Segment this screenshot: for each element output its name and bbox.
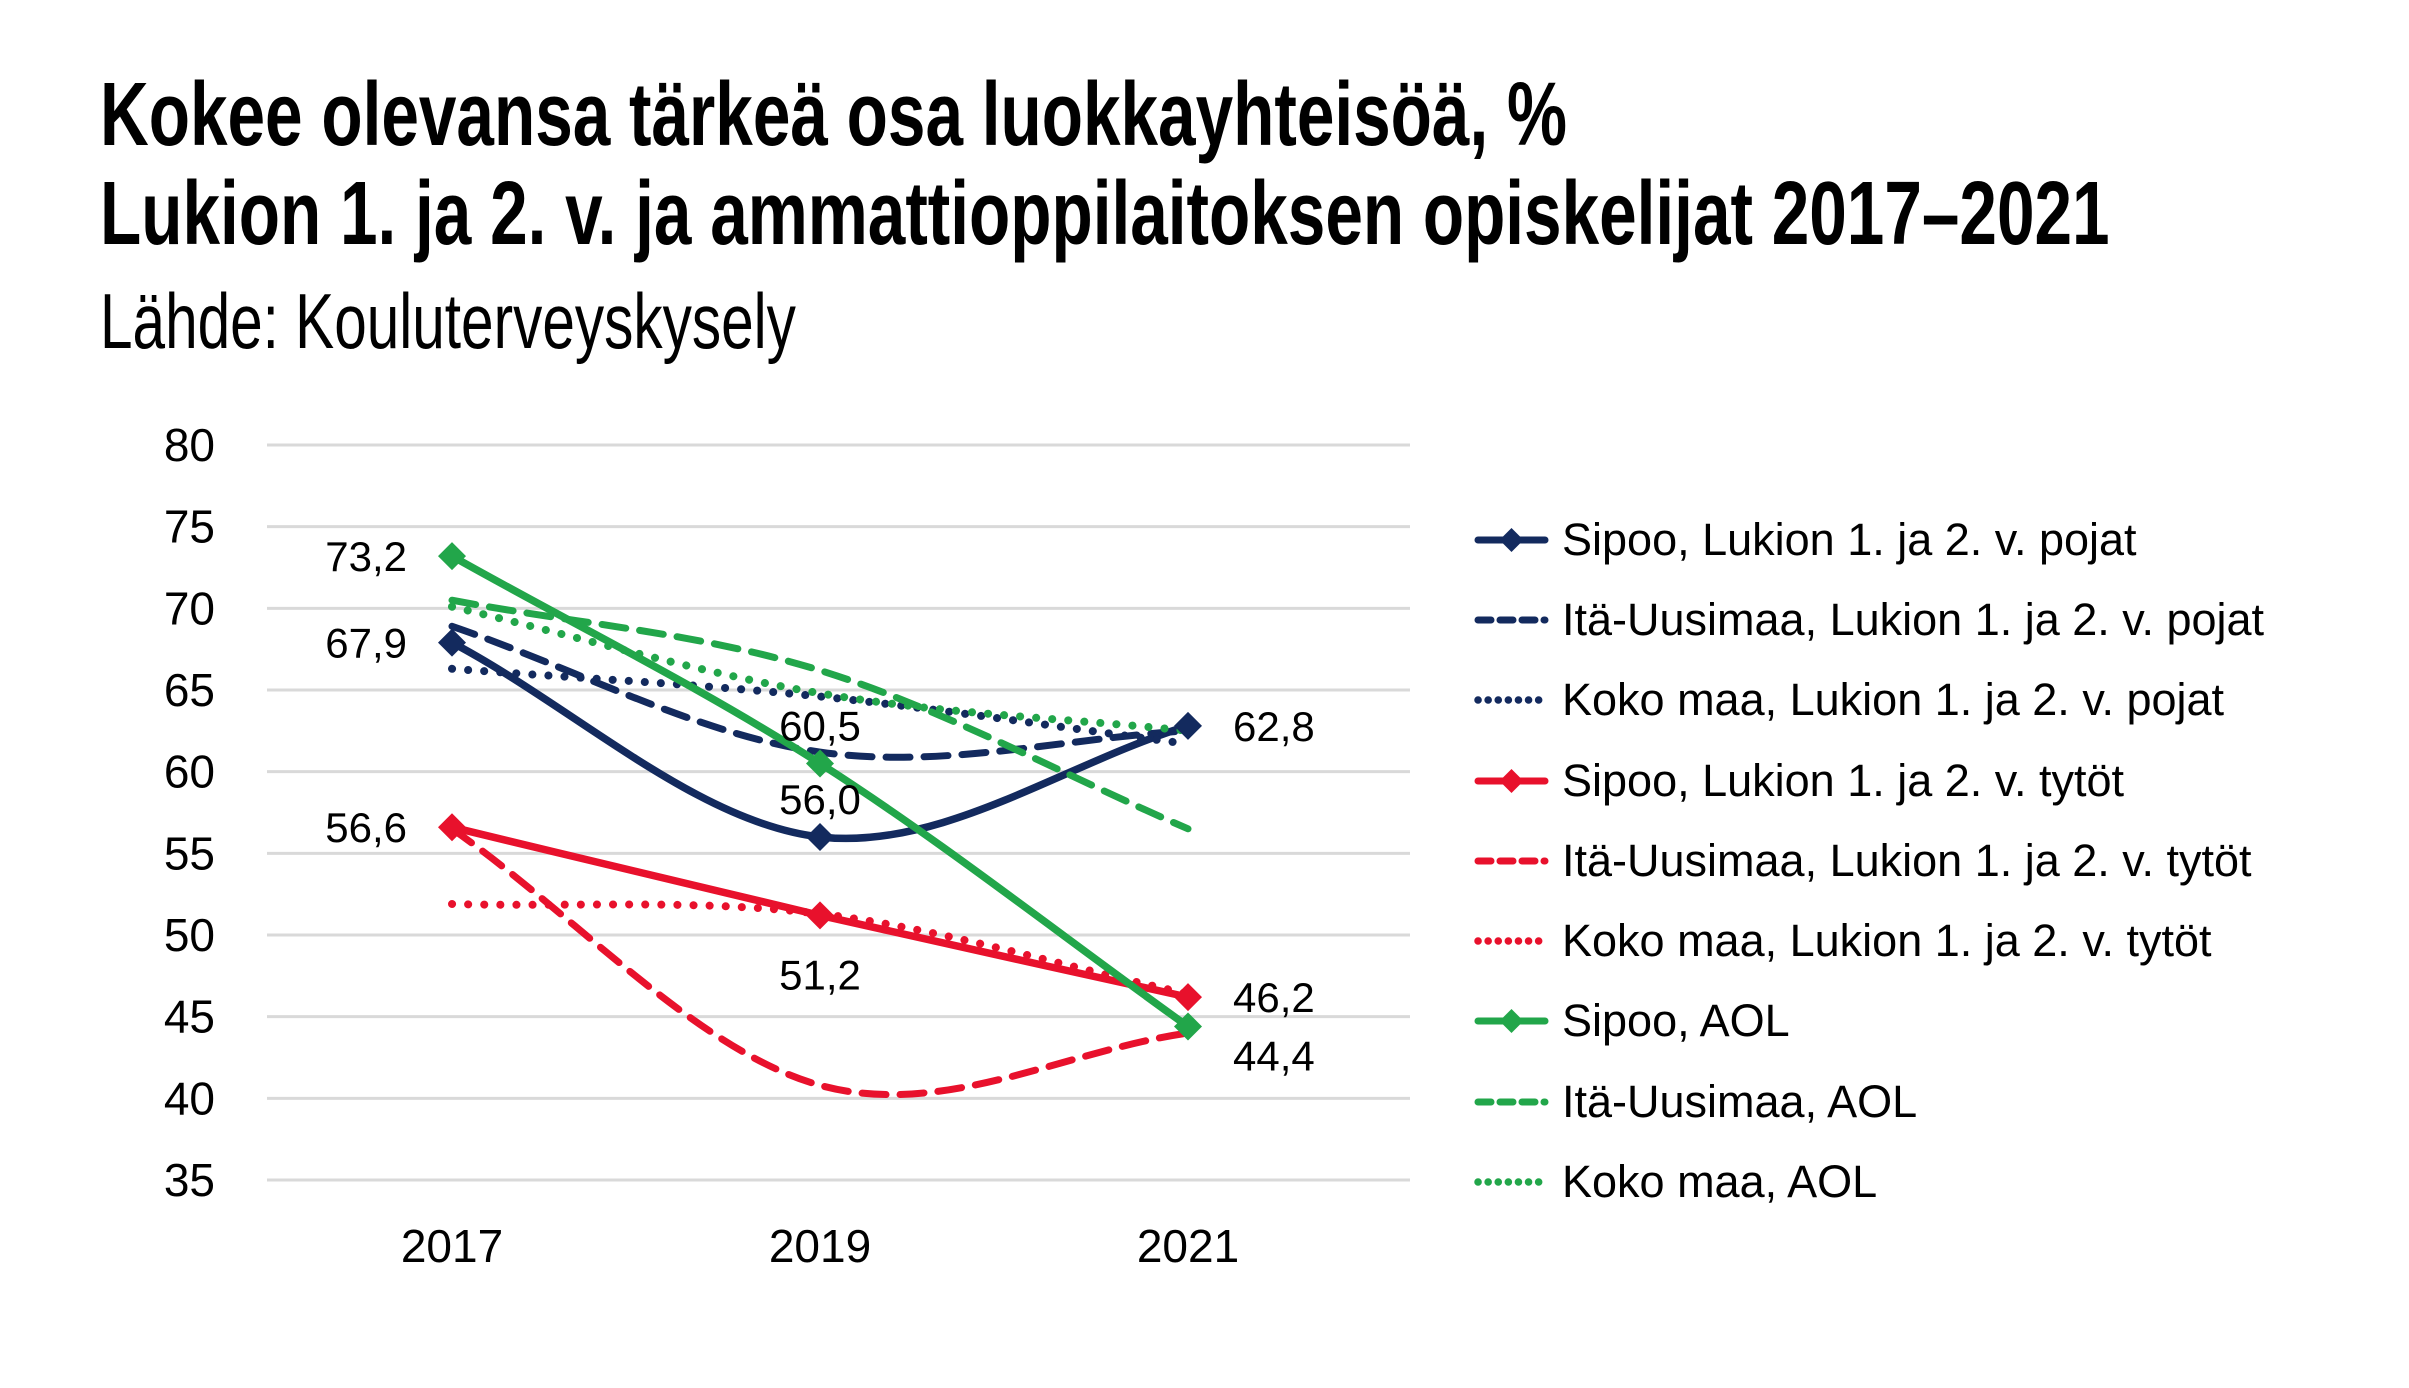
legend-item-it-uusimaa-lukion-1-ja-2-v-pojat: Itä-Uusimaa, Lukion 1. ja 2. v. pojat xyxy=(1474,594,2265,645)
series-line-it-uusimaa-lukion-1-ja-2-v-tyt-t xyxy=(448,825,1192,1099)
legend-swatch-diamond-icon xyxy=(1499,769,1524,793)
data-point-sipoo-lukion-1-ja-2-v-pojat-2017 xyxy=(438,628,466,657)
legend-item-it-uusimaa-aol: Itä-Uusimaa, AOL xyxy=(1474,1076,1917,1127)
series-line-koko-maa-lukion-1-ja-2-v-pojat xyxy=(448,664,1192,748)
x-tick-2021: 2021 xyxy=(1137,1220,1239,1272)
markers-and-labels: 67,9 56,0 62,8 56,6 51,2 46,2 73,2 60,5 44,4 xyxy=(325,533,1315,1079)
legend-label: Itä-Uusimaa, Lukion 1. ja 2. v. pojat xyxy=(1562,594,2265,645)
legend-label: Koko maa, Lukion 1. ja 2. v. tytöt xyxy=(1562,915,2212,966)
data-label-sipoo-lukion-1-ja-2-v-pojat-2021: 62,8 xyxy=(1233,703,1315,750)
legend-label: Koko maa, AOL xyxy=(1562,1156,1877,1207)
x-tick-2017: 2017 xyxy=(401,1220,503,1272)
legend: Sipoo, Lukion 1. ja 2. v. pojat Itä-Uusim… xyxy=(1474,514,2265,1207)
legend-label: Itä-Uusimaa, Lukion 1. ja 2. v. tytöt xyxy=(1562,835,2252,886)
series-line-koko-maa-aol xyxy=(448,602,1192,735)
legend-item-koko-maa-lukion-1-ja-2-v-pojat: Koko maa, Lukion 1. ja 2. v. pojat xyxy=(1474,674,2225,725)
data-label-sipoo-aol-2019: 60,5 xyxy=(779,703,861,750)
legend-label: Sipoo, AOL xyxy=(1562,995,1790,1046)
legend-swatch-diamond-icon xyxy=(1499,528,1524,552)
data-label-sipoo-lukion-1-ja-2-v-pojat-2019: 56,0 xyxy=(779,776,861,823)
legend-label: Sipoo, Lukion 1. ja 2. v. pojat xyxy=(1562,514,2137,565)
legend-item-koko-maa-aol: Koko maa, AOL xyxy=(1474,1156,1877,1207)
chart-title-line2: Lukion 1. ja 2. v. ja ammattioppilaitoks… xyxy=(100,164,2110,264)
data-point-sipoo-lukion-1-ja-2-v-tyt-t-2019 xyxy=(806,901,834,930)
data-point-sipoo-lukion-1-ja-2-v-pojat-2021 xyxy=(1174,711,1202,740)
data-point-sipoo-aol-2021 xyxy=(1174,1012,1202,1041)
data-label-sipoo-lukion-1-ja-2-v-tyt-t-2017: 56,6 xyxy=(325,804,407,851)
data-label-sipoo-lukion-1-ja-2-v-pojat-2017: 67,9 xyxy=(325,620,407,667)
y-tick-80: 80 xyxy=(164,419,215,471)
y-tick-70: 70 xyxy=(164,582,215,634)
data-label-sipoo-lukion-1-ja-2-v-tyt-t-2019: 51,2 xyxy=(779,951,861,998)
y-tick-50: 50 xyxy=(164,909,215,961)
data-label-sipoo-aol-2017: 73,2 xyxy=(325,533,407,580)
chart-title-line1: Kokee olevansa tärkeä osa luokkayhteisöä… xyxy=(100,65,1567,165)
data-point-sipoo-lukion-1-ja-2-v-tyt-t-2017 xyxy=(438,813,466,842)
y-axis: 80 75 70 65 60 55 50 45 40 35 xyxy=(164,419,215,1206)
legend-label: Sipoo, Lukion 1. ja 2. v. tytöt xyxy=(1562,755,2124,806)
legend-label: Itä-Uusimaa, AOL xyxy=(1562,1076,1917,1127)
legend-item-sipoo-aol: Sipoo, AOL xyxy=(1474,995,1790,1046)
y-tick-60: 60 xyxy=(164,746,215,798)
series-line-it-uusimaa-aol xyxy=(448,596,1192,833)
y-tick-40: 40 xyxy=(164,1072,215,1124)
chart-source: Lähde: Kouluterveyskysely xyxy=(100,277,796,365)
legend-item-sipoo-lukion-1-ja-2-v-tyt-t: Sipoo, Lukion 1. ja 2. v. tytöt xyxy=(1474,755,2124,806)
y-tick-65: 65 xyxy=(164,664,215,716)
legend-item-sipoo-lukion-1-ja-2-v-pojat: Sipoo, Lukion 1. ja 2. v. pojat xyxy=(1474,514,2137,565)
data-label-sipoo-aol-2021: 44,4 xyxy=(1233,1032,1315,1079)
data-point-sipoo-lukion-1-ja-2-v-pojat-2019 xyxy=(806,823,834,851)
y-tick-75: 75 xyxy=(164,501,215,553)
x-axis: 2017 2019 2021 xyxy=(401,1220,1239,1272)
data-point-sipoo-aol-2019 xyxy=(806,749,834,778)
data-point-sipoo-aol-2017 xyxy=(438,542,466,571)
data-point-sipoo-lukion-1-ja-2-v-tyt-t-2021 xyxy=(1174,983,1202,1012)
data-label-sipoo-lukion-1-ja-2-v-tyt-t-2021: 46,2 xyxy=(1233,974,1315,1021)
legend-swatch-diamond-icon xyxy=(1499,1009,1524,1033)
y-tick-55: 55 xyxy=(164,827,215,879)
x-tick-2019: 2019 xyxy=(769,1220,871,1272)
y-tick-45: 45 xyxy=(164,991,215,1043)
y-tick-35: 35 xyxy=(164,1154,215,1206)
legend-label: Koko maa, Lukion 1. ja 2. v. pojat xyxy=(1562,674,2225,725)
legend-item-koko-maa-lukion-1-ja-2-v-tyt-t: Koko maa, Lukion 1. ja 2. v. tytöt xyxy=(1474,915,2212,966)
legend-item-it-uusimaa-lukion-1-ja-2-v-tyt-t: Itä-Uusimaa, Lukion 1. ja 2. v. tytöt xyxy=(1474,835,2252,886)
